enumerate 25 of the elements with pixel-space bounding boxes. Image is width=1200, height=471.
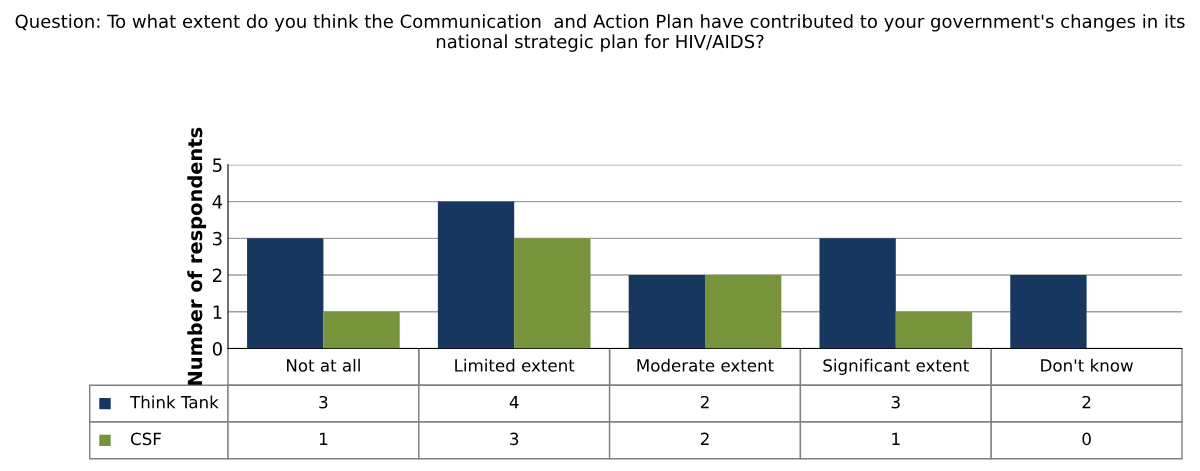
- y-tick-label: 0: [212, 342, 222, 356]
- y-axis-title: Number of respondents: [187, 127, 207, 385]
- y-tick-label: 2: [212, 268, 222, 282]
- legend-label: CSF: [130, 432, 161, 446]
- legend-label: Think Tank: [130, 395, 219, 409]
- data-label: 2: [1082, 395, 1091, 409]
- chart-title: Question: To what extent do you think the Communication and Action Plan have contributed to your government's changes in its national strategic plan for HIV/AIDS?: [15, 14, 1185, 52]
- y-tick-label: 3: [213, 231, 222, 246]
- x-tick-label: Limited extent: [455, 358, 575, 372]
- x-tick-label: Don't know: [1041, 358, 1133, 372]
- x-tick-label: Significant extent: [823, 358, 969, 375]
- y-tick-label: 5: [213, 158, 222, 172]
- data-label: 2: [700, 395, 709, 409]
- y-tick-label: 1: [213, 305, 222, 319]
- data-label: 2: [700, 432, 709, 445]
- x-tick-label: Moderate extent: [637, 358, 774, 372]
- data-label: 3: [510, 432, 519, 446]
- data-label: 1: [892, 432, 900, 445]
- y-tick-label: 4: [212, 195, 223, 209]
- x-tick-label: Not at all: [287, 358, 360, 372]
- data-label: 3: [319, 395, 328, 409]
- data-label: 0: [1082, 432, 1091, 446]
- data-label: 1: [319, 432, 328, 445]
- data-label: 3: [891, 395, 900, 409]
- data-label: 4: [509, 396, 519, 409]
